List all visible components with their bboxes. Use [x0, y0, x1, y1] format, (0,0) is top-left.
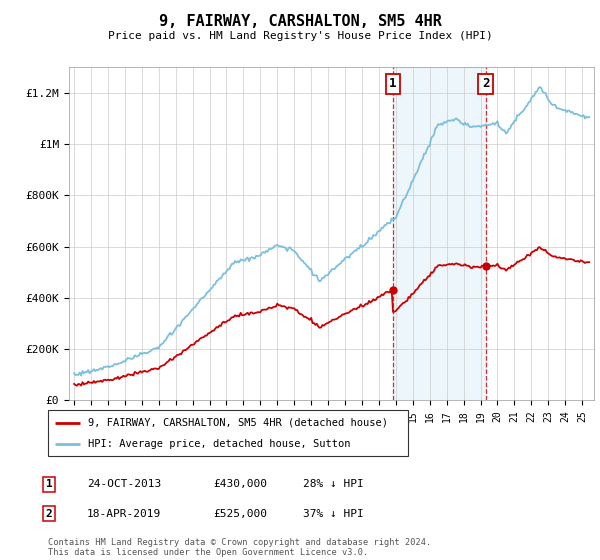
Text: Price paid vs. HM Land Registry's House Price Index (HPI): Price paid vs. HM Land Registry's House … [107, 31, 493, 41]
Text: 2: 2 [482, 77, 490, 90]
Text: 9, FAIRWAY, CARSHALTON, SM5 4HR (detached house): 9, FAIRWAY, CARSHALTON, SM5 4HR (detache… [88, 418, 388, 428]
Text: 1: 1 [46, 479, 53, 489]
Text: 2: 2 [46, 508, 53, 519]
Text: £430,000: £430,000 [213, 479, 267, 489]
Text: 37% ↓ HPI: 37% ↓ HPI [303, 508, 364, 519]
FancyBboxPatch shape [48, 410, 408, 456]
Text: 24-OCT-2013: 24-OCT-2013 [87, 479, 161, 489]
Text: 18-APR-2019: 18-APR-2019 [87, 508, 161, 519]
Text: £525,000: £525,000 [213, 508, 267, 519]
Text: 9, FAIRWAY, CARSHALTON, SM5 4HR: 9, FAIRWAY, CARSHALTON, SM5 4HR [158, 14, 442, 29]
Text: HPI: Average price, detached house, Sutton: HPI: Average price, detached house, Sutt… [88, 439, 350, 449]
Text: 1: 1 [389, 77, 397, 90]
Text: 28% ↓ HPI: 28% ↓ HPI [303, 479, 364, 489]
Bar [393, 67, 485, 400]
Text: Contains HM Land Registry data © Crown copyright and database right 2024.
This d: Contains HM Land Registry data © Crown c… [48, 538, 431, 557]
